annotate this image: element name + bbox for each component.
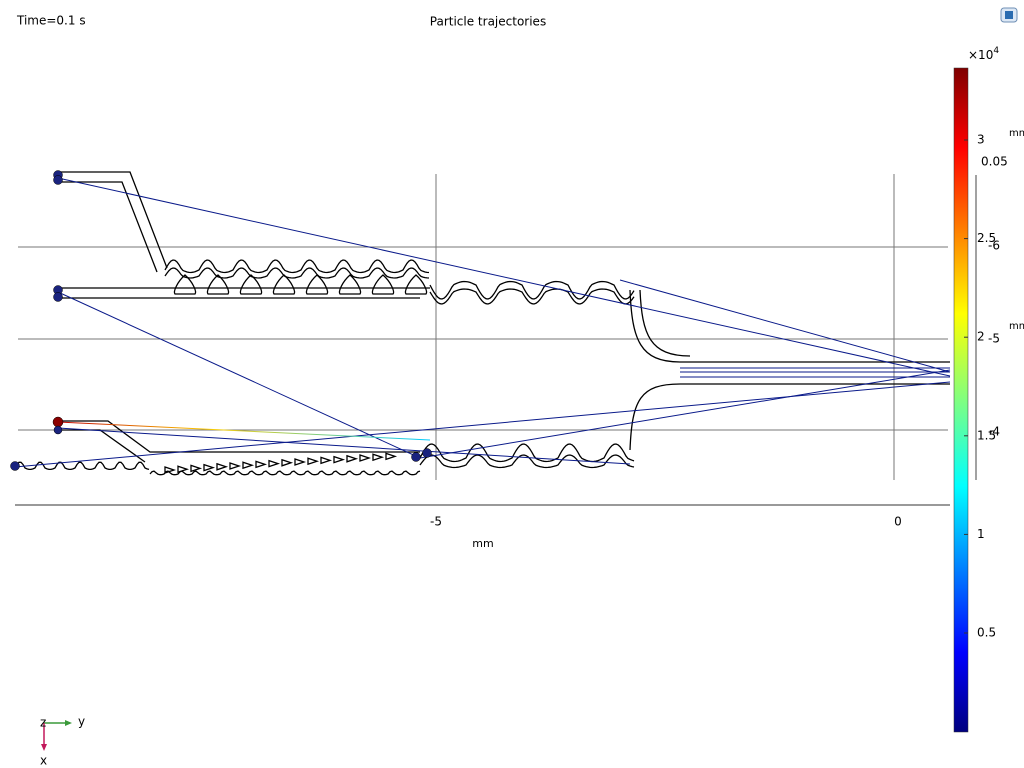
triad-x-head	[41, 744, 47, 751]
axis-triad: z y x	[40, 715, 85, 768]
channel-wall	[419, 443, 635, 463]
obstacle	[229, 462, 242, 470]
channel-wall	[429, 280, 635, 300]
particles	[10, 170, 432, 471]
channel-wall	[419, 454, 635, 469]
obstacle	[305, 274, 329, 295]
overlay-value: 0.05	[981, 155, 1008, 169]
overlay-axis-label: mm	[1009, 321, 1024, 332]
colorbar-tick-label: 0.5	[977, 626, 996, 640]
obstacle	[320, 456, 333, 465]
obstacle	[268, 459, 281, 468]
colorbar-tick-label: 2.5	[977, 231, 996, 245]
particle	[422, 448, 432, 458]
colorbar-tick-label: 1.5	[977, 428, 996, 442]
trajectory	[57, 427, 631, 465]
overlay-tick-label: -6	[988, 239, 1000, 253]
particle	[53, 292, 63, 302]
obstacle	[294, 458, 307, 466]
overlay-axis-label: mm	[1009, 128, 1024, 139]
channel-wall	[58, 420, 420, 453]
obstacle	[346, 454, 359, 463]
channel-wall	[629, 289, 950, 363]
particle	[52, 416, 64, 428]
exponent-base: ×10	[968, 48, 993, 62]
trajectories	[14, 177, 951, 468]
colorbar	[953, 67, 969, 733]
obstacle	[359, 454, 372, 462]
channel-geometry	[14, 171, 950, 476]
trajectory	[419, 369, 951, 459]
obstacle	[242, 461, 255, 470]
grid	[15, 174, 950, 506]
channel-wall	[164, 259, 430, 274]
trajectory	[57, 421, 431, 441]
channel-wall	[429, 288, 635, 305]
obstacle	[216, 462, 229, 471]
colorbar-exponent: ×104	[968, 46, 999, 62]
channel-wall	[58, 429, 146, 463]
channel-wall	[149, 470, 421, 476]
obstacle	[371, 274, 395, 295]
obstacle	[333, 455, 346, 464]
triad-label: y	[78, 715, 85, 729]
obstacle	[255, 460, 268, 469]
obstacle	[206, 274, 230, 295]
channel-wall	[58, 181, 158, 273]
particle	[411, 452, 421, 462]
particle	[10, 461, 20, 471]
trajectory	[14, 381, 951, 468]
obstacle	[203, 463, 216, 472]
trajectory	[619, 279, 951, 373]
colorbar-tick-label: 3	[977, 133, 985, 147]
exponent-power: 4	[993, 46, 999, 56]
triad-label: x	[40, 754, 47, 768]
x-axis-label: mm	[472, 537, 493, 550]
obstacle	[385, 452, 398, 461]
obstacle	[190, 464, 203, 473]
obstacle	[338, 274, 362, 295]
obstacle	[372, 453, 385, 462]
x-tick-label: 0	[894, 515, 902, 529]
channel-wall	[58, 171, 168, 269]
obstacle	[272, 274, 296, 295]
channel-wall	[164, 267, 430, 279]
colorbar-tick-label: 1	[977, 527, 985, 541]
overlay-tick-label: -5	[988, 332, 1000, 346]
channel-wall	[14, 461, 150, 471]
triad-label: z	[40, 716, 46, 730]
channel-wall	[639, 289, 691, 357]
trajectory	[57, 177, 951, 377]
particle	[53, 175, 63, 185]
x-tick-label: -5	[430, 515, 442, 529]
overlay-tick-label: -4	[988, 425, 1000, 439]
obstacle	[281, 458, 294, 467]
obstacle	[164, 466, 177, 474]
triad-y-head	[65, 720, 72, 726]
particle	[53, 425, 63, 435]
colorbar-tick-label: 2	[977, 330, 985, 344]
trajectory	[680, 367, 950, 378]
time-label: Time=0.1 s	[16, 14, 86, 28]
channel-wall	[629, 383, 950, 451]
obstacle	[404, 274, 428, 295]
obstacle	[239, 274, 263, 295]
obstacle	[177, 465, 190, 474]
obstacle	[173, 274, 197, 295]
toolbar-icon-glyph	[1005, 11, 1013, 19]
obstacle	[307, 457, 320, 466]
plot-title: Particle trajectories	[430, 15, 546, 29]
trajectory	[57, 291, 421, 459]
